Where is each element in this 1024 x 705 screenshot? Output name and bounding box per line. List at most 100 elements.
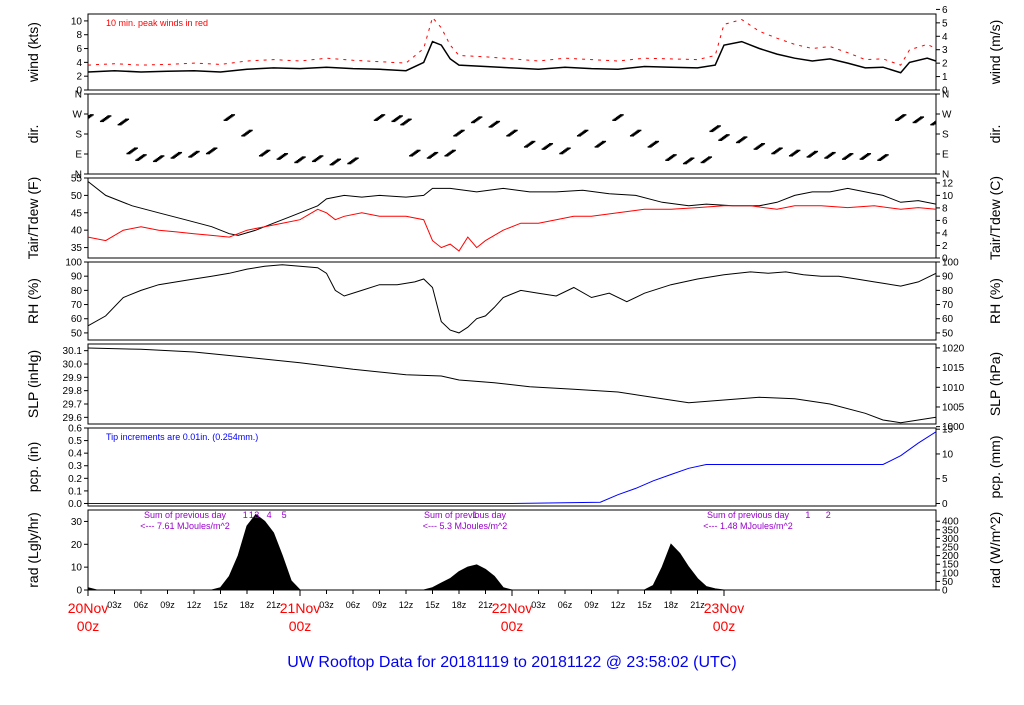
y2-tick-label: 50	[942, 328, 954, 339]
y2-tick-label: 60	[942, 314, 954, 325]
panel-wind: 0 2 4 6 8 10 0 1 2 3 4 5 6 wind (kts) wind (m/s) 10 min…	[25, 5, 1003, 97]
y2-tick-label: 80	[942, 286, 954, 297]
panel-annotation: 10 min. peak winds in red	[106, 18, 208, 28]
y-tick-label: 60	[71, 314, 83, 325]
x-tick-label: 15z	[637, 600, 652, 610]
rad-marker: 1	[249, 510, 254, 520]
y-tick-label: E	[75, 150, 82, 161]
y2-axis-label: RH (%)	[987, 278, 1003, 324]
y-tick-label: 29.6	[63, 413, 83, 424]
y2-tick-label: 6	[942, 5, 948, 16]
y-axis-label: Tair/Tdew (F)	[25, 177, 41, 259]
rad-marker: 1	[805, 510, 810, 520]
y2-tick-label: 0	[942, 86, 948, 97]
x-tick-label: 18z	[452, 600, 467, 610]
y2-axis-label: Tair/Tdew (C)	[987, 176, 1003, 260]
x-tick-label: 21z	[690, 600, 705, 610]
day-sum-label: Sum of previous day	[424, 510, 507, 520]
y2-tick-label: 1015	[942, 363, 965, 374]
wind-line	[88, 40, 936, 74]
y-tick-label: N	[75, 90, 82, 101]
x-tick-label: 03z	[319, 600, 334, 610]
y-tick-label: 0.4	[68, 449, 82, 460]
y2-tick-label: 4	[942, 32, 948, 43]
pcp-line	[88, 431, 936, 504]
y-tick-label: 80	[71, 286, 83, 297]
panel-frame	[87, 177, 937, 259]
x-tick-label: 06z	[346, 600, 361, 610]
y2-tick-label: E	[942, 150, 949, 161]
y-axis-label: dir.	[25, 125, 41, 144]
y2-tick-label: 10	[942, 449, 954, 460]
x-tick-label: 12z	[611, 600, 626, 610]
y2-tick-label: N	[942, 90, 949, 101]
day-sum-value: <--- 5.3 MJoules/m^2	[423, 521, 508, 531]
y2-tick-label: 250	[942, 543, 959, 554]
y2-tick-label: 100	[942, 258, 959, 269]
y2-tick-label: 6	[942, 216, 948, 227]
x-tick-label: 06z	[558, 600, 573, 610]
y2-tick-label: 12	[942, 178, 954, 189]
y2-tick-label: 300	[942, 534, 959, 545]
x-tick-label: 18z	[664, 600, 679, 610]
x-tick-label: 03z	[531, 600, 546, 610]
panel-slp: 29.6 29.7 29.8 29.9 30.0 30.1 1000 1005 1010 1015…	[25, 343, 1003, 433]
y2-tick-label: S	[942, 130, 949, 141]
y-tick-label: 10	[71, 563, 83, 574]
tdew-line	[88, 205, 936, 252]
y-tick-label: 0	[76, 586, 82, 597]
y2-axis-label: rad (W/m^2)	[987, 512, 1003, 589]
rad-marker: 5	[282, 510, 287, 520]
series-group	[88, 16, 936, 74]
y-axis-label: wind (kts)	[25, 22, 41, 83]
y-tick-label: 0.1	[68, 486, 82, 497]
y2-tick-label: 8	[942, 203, 948, 214]
y-tick-label: 90	[71, 272, 83, 283]
y-tick-label: 29.9	[63, 373, 83, 384]
y2-tick-label: N	[942, 170, 949, 181]
y-axis-label: pcp. (in)	[25, 442, 41, 493]
y2-tick-label: 4	[942, 228, 948, 239]
y-tick-label: 0.5	[68, 436, 82, 447]
y2-tick-label: W	[942, 110, 952, 121]
y2-tick-label: 0	[942, 499, 948, 510]
y2-tick-label: 15	[942, 425, 954, 436]
panel-rh: 50 60 70 80 90 100 50 60 70 80 90 100 RH (%) RH (%)	[25, 258, 1003, 341]
peak-line	[88, 16, 936, 66]
panel-frame	[87, 261, 937, 341]
y-tick-label: 70	[71, 300, 83, 311]
x-tick-label: 03z	[107, 600, 122, 610]
y2-tick-label: 150	[942, 560, 959, 571]
day-date-label: 23Nov	[704, 600, 744, 616]
y-tick-label: 0.0	[68, 499, 82, 510]
slp-line	[88, 347, 936, 424]
y2-tick-label: 5	[942, 474, 948, 485]
y-tick-label: 10	[71, 16, 83, 27]
x-tick-label: 09z	[160, 600, 175, 610]
y2-tick-label: 1010	[942, 383, 965, 394]
y-axis-label: RH (%)	[25, 278, 41, 324]
y2-tick-label: 0	[942, 586, 948, 597]
day-date-label: 21Nov	[280, 600, 320, 616]
y-tick-label: 55	[71, 174, 83, 185]
y2-tick-label: 5	[942, 18, 948, 29]
y-tick-label: N	[75, 170, 82, 181]
y-tick-label: 30	[71, 517, 83, 528]
y2-tick-label: 350	[942, 525, 959, 536]
day-hour-label: 00z	[77, 618, 100, 634]
y-tick-label: 40	[71, 226, 83, 237]
x-tick-label: 15z	[213, 600, 228, 610]
y-tick-label: 35	[71, 243, 83, 254]
y-tick-label: 4	[76, 58, 82, 69]
y-tick-label: 50	[71, 191, 83, 202]
series-group	[88, 513, 936, 590]
y-tick-label: 29.8	[63, 386, 83, 397]
y-tick-label: 20	[71, 540, 83, 551]
y2-tick-label: 1000	[942, 422, 965, 433]
x-tick-label: 15z	[425, 600, 440, 610]
y-tick-label: W	[73, 110, 83, 121]
rad-marker: 3	[254, 510, 259, 520]
x-tick-label: 09z	[584, 600, 599, 610]
y-tick-label: 50	[71, 328, 83, 339]
